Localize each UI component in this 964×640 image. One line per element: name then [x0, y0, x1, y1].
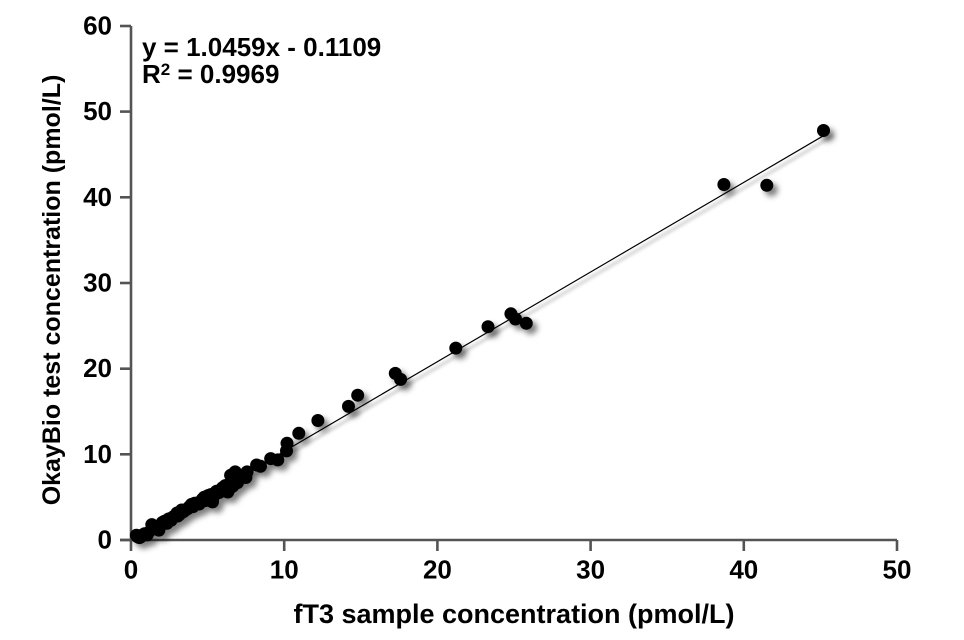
svg-text:0: 0: [124, 555, 138, 585]
svg-text:0: 0: [98, 525, 112, 555]
svg-text:60: 60: [83, 11, 112, 41]
svg-text:20: 20: [423, 555, 452, 585]
svg-text:OkayBio test concentration (pm: OkayBio test concentration (pmol/L): [38, 75, 66, 506]
svg-text:y = 1.0459x - 0.1109: y = 1.0459x - 0.1109: [142, 32, 381, 62]
svg-text:50: 50: [883, 555, 912, 585]
svg-text:30: 30: [83, 268, 112, 298]
svg-text:10: 10: [270, 555, 299, 585]
svg-text:50: 50: [83, 96, 112, 126]
svg-text:10: 10: [83, 439, 112, 469]
svg-text:30: 30: [576, 555, 605, 585]
svg-text:40: 40: [83, 182, 112, 212]
svg-text:40: 40: [729, 555, 758, 585]
svg-text:20: 20: [83, 353, 112, 383]
svg-text:R2 = 0.9969: R2 = 0.9969: [142, 59, 279, 89]
svg-text:fT3 sample concentration (pmol: fT3 sample concentration (pmol/L): [293, 599, 734, 629]
